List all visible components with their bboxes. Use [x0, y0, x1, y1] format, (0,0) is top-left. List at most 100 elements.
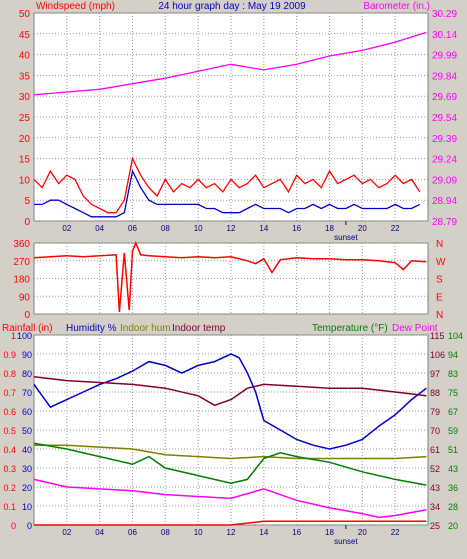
x-tick-label: 16	[292, 224, 301, 233]
indoor-temp-tick-label: 115	[430, 331, 444, 341]
compass-tick-label: N	[436, 239, 443, 250]
wind-tick-label: 0	[24, 217, 30, 228]
outdoor-temp-tick-label: 43	[448, 464, 458, 474]
x-tick-label: 08	[161, 224, 170, 233]
outdoor-temp-tick-label: 75	[448, 388, 458, 398]
x-tick-label: 20	[358, 528, 367, 537]
humidity-tick-label: 40	[22, 445, 32, 455]
dewpoint-label: Dew Point	[392, 323, 438, 334]
barometer-tick-label: 29.09	[432, 175, 457, 186]
sunset-label: sunset	[334, 537, 358, 546]
wind-tick-label: 40	[19, 51, 31, 62]
rain-tick-label: 0	[11, 521, 16, 531]
direction-tick-label: 360	[13, 239, 30, 250]
humidity-tick-label: 10	[22, 502, 32, 512]
indoor-temp-tick-label: 34	[430, 502, 440, 512]
wind-tick-label: 25	[19, 113, 31, 124]
humidity-tick-label: 80	[22, 369, 32, 379]
indoor-temp-tick-label: 61	[430, 445, 440, 455]
direction-tick-label: 270	[13, 257, 30, 268]
outdoor-temp-tick-label: 104	[448, 331, 463, 341]
indoor-temp-tick-label: 97	[430, 369, 440, 379]
rain-tick-label: 0.6	[3, 407, 16, 417]
wind-tick-label: 45	[19, 30, 31, 41]
x-tick-label: 10	[194, 528, 203, 537]
series-line-wind-gust	[34, 169, 421, 218]
x-tick-label: 06	[128, 528, 137, 537]
series-line-windspeed	[33, 156, 421, 214]
humidity-label: Humidity %	[66, 323, 117, 334]
rain-tick-label: 0.7	[3, 388, 16, 398]
wind-tick-label: 35	[19, 71, 31, 82]
x-tick-label: 08	[161, 528, 170, 537]
wind-tick-label: 5	[24, 196, 30, 207]
wind-tick-label: 30	[19, 92, 31, 103]
x-tick-label: 02	[62, 528, 71, 537]
wind-tick-label: 15	[19, 155, 31, 166]
indoor-temp-tick-label: 43	[430, 483, 440, 493]
direction-tick-label: 180	[13, 275, 30, 286]
outdoor-temp-tick-label: 67	[448, 407, 458, 417]
barometer-tick-label: 30.14	[432, 30, 457, 41]
temperature-label: Temperature (°F)	[312, 323, 388, 334]
x-tick-label: 14	[259, 528, 268, 537]
series-line-indoor-hum	[34, 444, 427, 460]
outdoor-temp-tick-label: 20	[448, 521, 458, 531]
indoor-temp-tick-label: 79	[430, 407, 440, 417]
compass-tick-label: W	[436, 257, 446, 268]
humidity-tick-label: 100	[17, 331, 32, 341]
series-line-dew-point	[33, 478, 427, 519]
barometer-tick-label: 28.79	[432, 217, 457, 228]
humidity-tick-label: 70	[22, 388, 32, 398]
x-tick-label: 04	[95, 224, 104, 233]
barometer-tick-label: 29.54	[432, 113, 457, 124]
indoor-temp-tick-label: 25	[430, 521, 440, 531]
barometer-tick-label: 29.99	[432, 51, 457, 62]
barometer-tick-label: 30.29	[432, 9, 457, 20]
windspeed-label: Windspeed (mph)	[36, 1, 115, 12]
x-tick-label: 18	[325, 224, 334, 233]
rainfall-label: Rainfall (in)	[2, 323, 53, 334]
indoor-temp-label: Indoor temp	[172, 323, 226, 334]
temp-plot-area	[33, 334, 429, 526]
humidity-tick-label: 60	[22, 407, 32, 417]
series-line-indoor-temp	[33, 376, 427, 407]
humidity-tick-label: 50	[22, 426, 32, 436]
barometer-label: Barometer (in.)	[363, 1, 430, 12]
x-tick-label: 14	[259, 224, 268, 233]
rain-tick-label: 0.2	[3, 483, 16, 493]
rain-tick-label: 0.1	[3, 502, 16, 512]
x-tick-label: 16	[292, 528, 301, 537]
humidity-tick-label: 30	[22, 464, 32, 474]
rain-tick-label: 1	[11, 331, 16, 341]
outdoor-temp-tick-label: 28	[448, 502, 458, 512]
humidity-tick-label: 0	[27, 521, 32, 531]
page-title: 24 hour graph day : May 19 2009	[158, 1, 306, 12]
sunset-label: sunset	[334, 233, 358, 242]
humidity-tick-label: 20	[22, 483, 32, 493]
indoor-hum-label: Indoor hum	[120, 323, 171, 334]
x-tick-label: 06	[128, 224, 137, 233]
indoor-temp-tick-label: 88	[430, 388, 440, 398]
direction-plot-area	[33, 242, 429, 315]
series-line-barometer	[33, 31, 427, 96]
rain-tick-label: 0.9	[3, 350, 16, 360]
rain-tick-label: 0.8	[3, 369, 16, 379]
barometer-tick-label: 29.69	[432, 92, 457, 103]
x-tick-label: 12	[227, 528, 236, 537]
direction-tick-label: 0	[24, 310, 30, 321]
wind-tick-label: 20	[19, 134, 31, 145]
x-tick-label: 10	[194, 224, 203, 233]
series-line-rainfall	[34, 520, 427, 526]
x-tick-label: 02	[62, 224, 71, 233]
wind-tick-label: 10	[19, 175, 31, 186]
barometer-tick-label: 29.84	[432, 71, 457, 82]
direction-tick-label: 90	[19, 292, 31, 303]
wind-tick-label: 50	[19, 9, 31, 20]
rain-tick-label: 0.5	[3, 426, 16, 436]
outdoor-temp-tick-label: 94	[448, 350, 458, 360]
series-line-humidity-	[33, 353, 427, 450]
indoor-temp-tick-label: 52	[430, 464, 440, 474]
